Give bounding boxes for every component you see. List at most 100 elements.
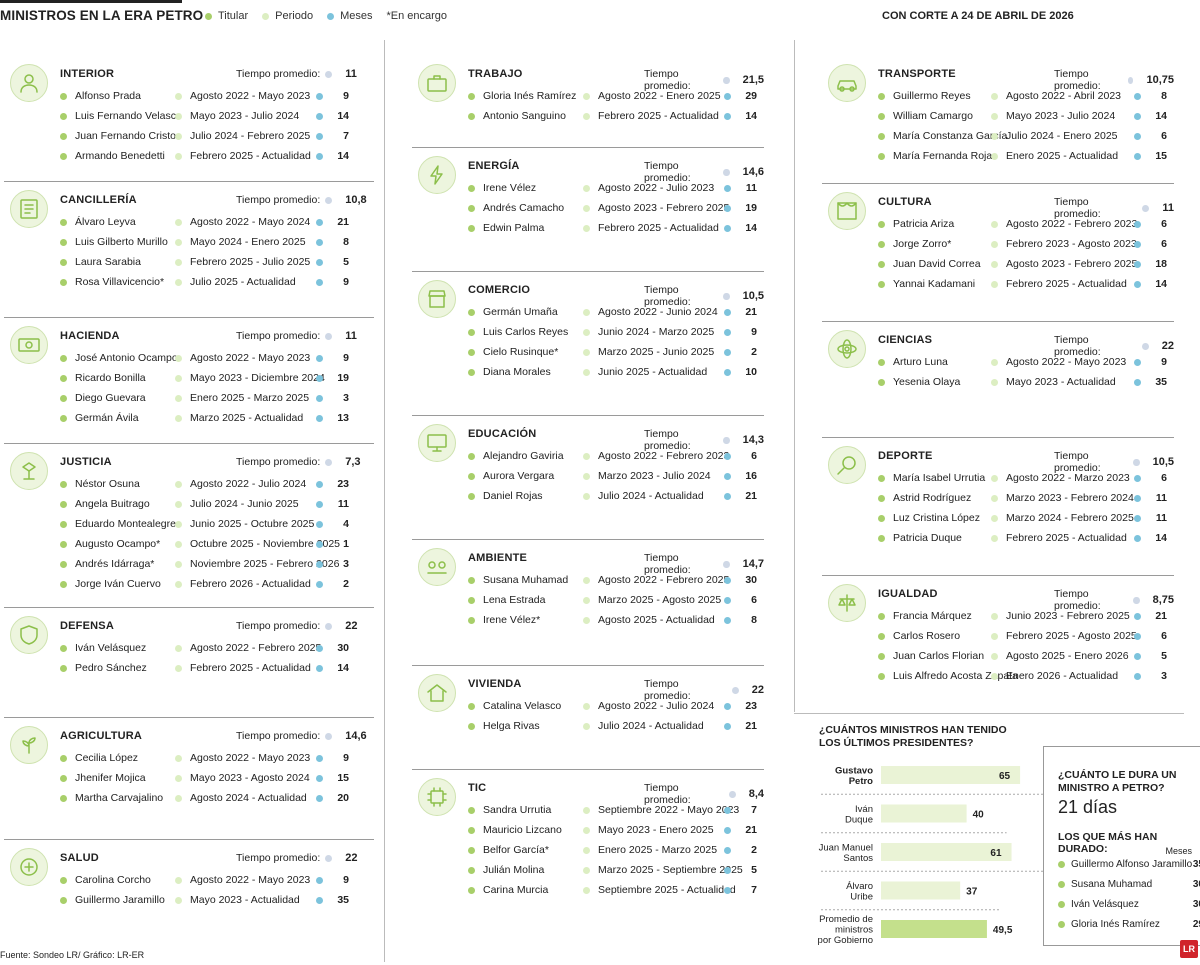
titular-dot-icon: [60, 560, 67, 568]
minister-period-text: Mayo 2023 - Agosto 2024: [190, 772, 310, 784]
meses-dot-icon: [316, 580, 323, 588]
minister-name-text: Aurora Vergara: [483, 470, 555, 482]
minister-name-text: Jorge Iván Cuervo: [75, 578, 161, 590]
titular-dot-icon: [468, 596, 475, 604]
minister-months-value: 30: [745, 574, 757, 586]
minister-name: Susana Muhamad: [468, 574, 568, 586]
top-row: Gloria Inés Ramírez 29: [1058, 919, 1200, 930]
ministry-ciencias: CIENCIAS Tiempo promedio: 22 Arturo Luna Ago…: [822, 322, 1174, 438]
ministry-hacienda: HACIENDA Tiempo promedio: 11 José Antonio O…: [4, 318, 374, 444]
minister-name-text: Helga Rivas: [483, 720, 540, 732]
meses-dot-icon: [316, 354, 323, 362]
top-rule: [0, 0, 182, 3]
average-label: Tiempo promedio:: [1054, 588, 1101, 612]
titular-dot-icon: [60, 540, 67, 548]
minister-period-text: Agosto 2022 - Mayo 2023: [1006, 356, 1127, 368]
minister-months-value: 9: [1161, 356, 1167, 368]
titular-dot-icon: [60, 152, 67, 160]
minister-name: María Isabel Urrutia: [878, 472, 985, 484]
meses-dot-icon: [724, 596, 731, 604]
minister-name-text: Armando Benedetti: [75, 150, 165, 162]
meses-dot-icon: [316, 258, 323, 266]
legend-meses-label: Meses: [340, 10, 373, 22]
average-label: Tiempo promedio:: [1054, 334, 1101, 358]
titular-dot-icon: [60, 238, 67, 246]
periodo-dot-icon: [583, 826, 590, 834]
minister-months: 23: [724, 700, 757, 712]
minister-months: 6: [1134, 238, 1167, 250]
minister-months-value: 6: [1161, 630, 1167, 642]
minister-row: Gloria Inés Ramírez Agosto 2022 - Enero 2…: [412, 90, 764, 110]
minister-name: Irene Vélez*: [468, 614, 540, 626]
average-dot-icon: [1141, 342, 1149, 350]
minister-name: Germán Ávila: [60, 412, 139, 424]
average-time: Tiempo promedio: 22: [236, 620, 357, 632]
titular-dot-icon: [878, 534, 885, 542]
average-dot-icon: [729, 790, 736, 798]
ministry-cancilleria: CANCILLERÍA Tiempo promedio: 10,8 Álvaro Le…: [4, 182, 374, 318]
meses-dot-icon: [1134, 358, 1141, 366]
minister-period: Agosto 2022 - Enero 2025: [583, 90, 721, 102]
minister-row: Germán Ávila Marzo 2025 - Actualidad 13: [4, 412, 374, 432]
minister-name-text: Augusto Ocampo*: [75, 538, 161, 550]
periodo-dot-icon: [175, 896, 182, 904]
legend: Titular Periodo Meses *En encargo: [205, 10, 447, 22]
minister-months: 20: [316, 792, 349, 804]
average-time: Tiempo promedio: 22: [1054, 334, 1174, 358]
minister-name: Helga Rivas: [468, 720, 540, 732]
minister-months-value: 23: [745, 700, 757, 712]
minister-months-value: 14: [337, 150, 349, 162]
average-dot-icon: [325, 196, 333, 204]
minister-period-text: Marzo 2023 - Febrero 2024: [1006, 492, 1134, 504]
minister-months: 15: [1134, 150, 1167, 162]
minister-name-text: Lena Estrada: [483, 594, 546, 606]
minister-months-value: 7: [751, 884, 757, 896]
legend-titular-label: Titular: [218, 10, 249, 22]
average-time: Tiempo promedio: 11: [236, 68, 357, 80]
minister-name-text: Julián Molina: [483, 864, 545, 876]
minister-period-text: Agosto 2022 - Enero 2025: [598, 90, 721, 102]
minister-period: Febrero 2025 - Actualidad: [583, 110, 719, 122]
minister-row: Augusto Ocampo* Octubre 2025 - Noviembre …: [4, 538, 374, 558]
ministry-name: ENERGÍA: [468, 160, 520, 172]
minister-row: Irene Vélez Agosto 2022 - Julio 2023 11: [412, 182, 764, 202]
minister-period: Enero 2025 - Marzo 2025: [583, 844, 717, 856]
average-value: 11: [345, 330, 357, 342]
meses-dot-icon: [316, 560, 323, 568]
minister-name-text: María Isabel Urrutia: [893, 472, 986, 484]
minister-months: 35: [1134, 376, 1167, 388]
minister-period: Agosto 2025 - Actualidad: [583, 614, 715, 626]
minister-name: Luis Alfredo Acosta Zapata: [878, 670, 1018, 682]
minister-name-text: Cecilia López: [75, 752, 139, 764]
titular-dot-icon: [60, 480, 67, 488]
category-label: Álvaro Uribe: [846, 881, 873, 903]
minister-period: Junio 2025 - Actualidad: [583, 366, 707, 378]
minister-row: Álvaro Leyva Agosto 2022 - Mayo 2024 21: [4, 216, 374, 236]
minister-period-text: Agosto 2023 - Febrero 2025: [598, 202, 730, 214]
minister-row: Edwin Palma Febrero 2025 - Actualidad 14: [412, 222, 764, 242]
minister-name: Julián Molina: [468, 864, 544, 876]
minister-period-text: Agosto 2025 - Actualidad: [598, 614, 715, 626]
minister-row: Jhenifer Mojica Mayo 2023 - Agosto 2024 15: [4, 772, 374, 792]
ministry-name: EDUCACIÓN: [468, 428, 537, 440]
average-value: 14,7: [742, 558, 764, 570]
average-value: 22: [345, 852, 358, 864]
minister-period: Febrero 2025 - Actualidad: [991, 532, 1127, 544]
periodo-dot-icon: [175, 374, 182, 382]
minister-period: Junio 2024 - Marzo 2025: [583, 326, 714, 338]
ministry-name: COMERCIO: [468, 284, 531, 296]
minister-period-text: Agosto 2022 - Mayo 2023: [190, 874, 311, 886]
average-time: Tiempo promedio: 14,6: [644, 160, 764, 184]
legend-periodo-label: Periodo: [275, 10, 314, 22]
periodo-dot-icon: [583, 452, 590, 460]
minister-name-text: Mauricio Lizcano: [483, 824, 562, 836]
top-title: LOS QUE MÁS HAN DURADO:: [1058, 831, 1158, 855]
average-label: Tiempo promedio:: [236, 456, 321, 468]
minister-months-value: 21: [745, 490, 757, 502]
titular-dot-icon: [468, 328, 475, 336]
minister-months: 6: [1134, 130, 1167, 142]
ministry-tic: TIC Tiempo promedio: 8,4 Sandra Urrutia Sept…: [412, 770, 764, 912]
minister-name-text: Patricia Ariza: [893, 218, 955, 230]
minister-name-text: Martha Carvajalino: [75, 792, 164, 804]
ambiente-icon: [418, 548, 456, 586]
